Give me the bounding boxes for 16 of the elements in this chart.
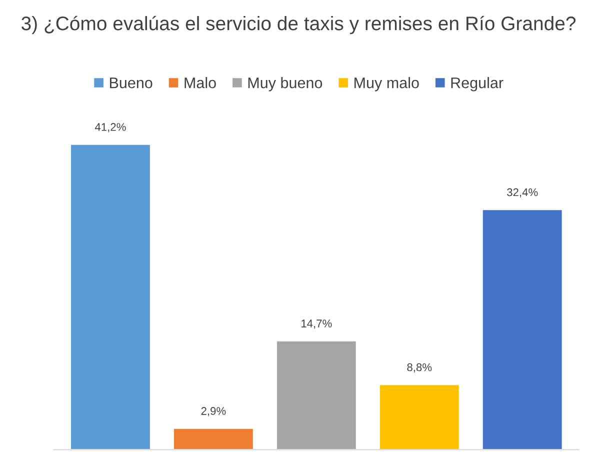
bar (378, 384, 460, 450)
bar (70, 144, 152, 450)
legend-label: Muy bueno (248, 77, 322, 92)
legend-label: Malo (184, 77, 216, 88)
legend-label: Muy malo (354, 77, 419, 92)
bar (172, 428, 254, 450)
data-label: 2,9% (201, 407, 226, 416)
bar (482, 208, 564, 450)
data-label: 41,2% (94, 123, 126, 132)
data-label: 8,8% (407, 363, 432, 372)
data-label: 32,4% (507, 188, 538, 198)
data-label: 14,7% (302, 320, 332, 329)
legend-label: Regular (451, 77, 504, 92)
bar (276, 340, 358, 450)
chart-title: 3) ¿Cómo evalúas el servicio de taxis y remises en Río Grande? (22, 16, 576, 34)
legend-label: Bueno (110, 78, 152, 88)
